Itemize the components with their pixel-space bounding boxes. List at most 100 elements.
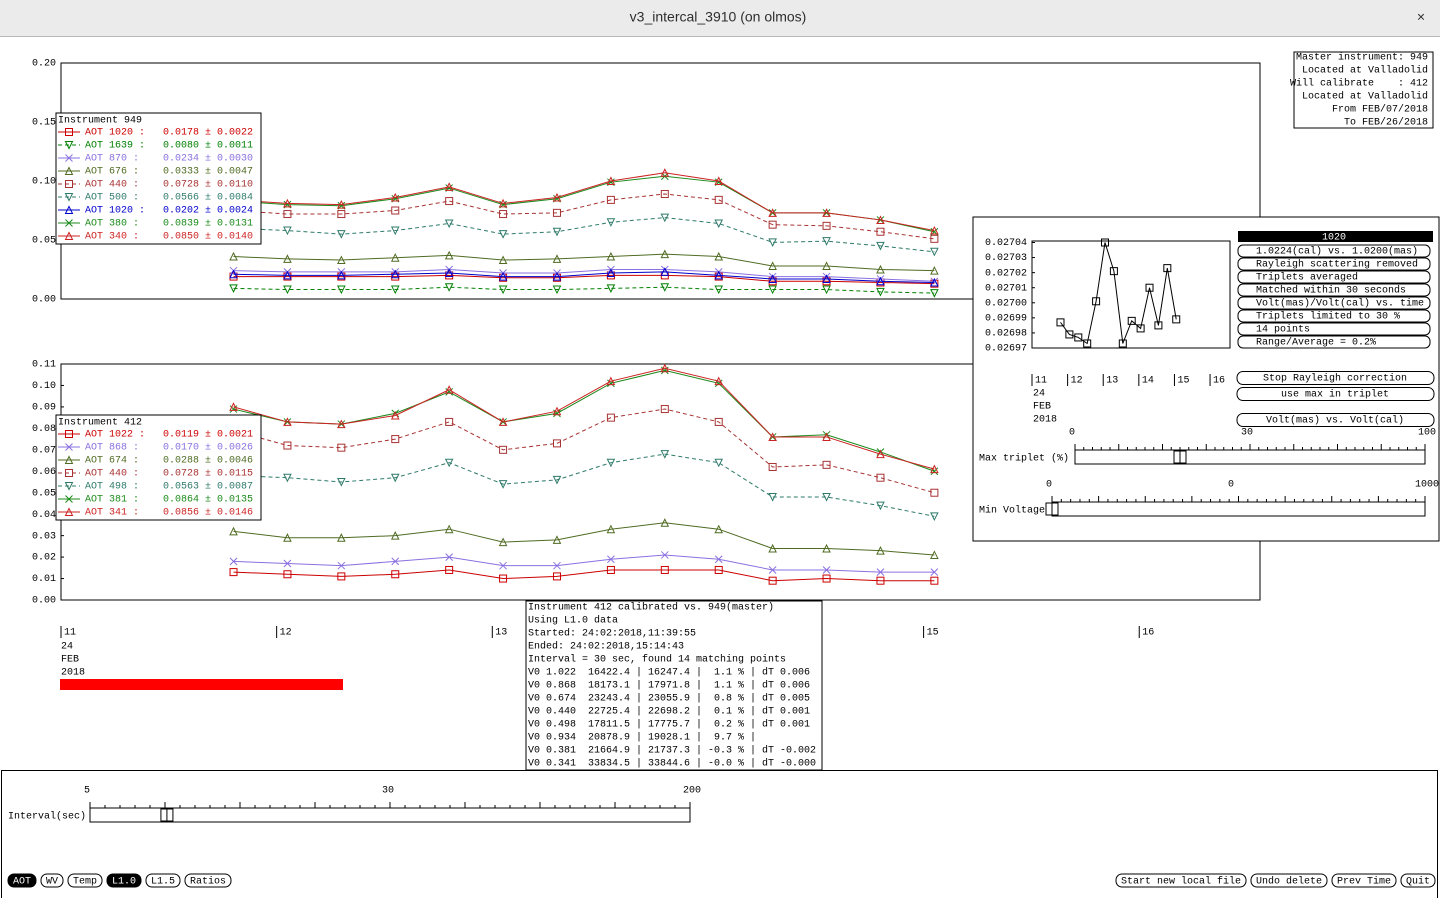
legend-stat: 0.0850 ± 0.0140 — [163, 232, 253, 243]
toolbar-button-label[interactable]: Quit — [1406, 876, 1430, 888]
series-line — [233, 367, 935, 470]
legend-stat: 0.0728 ± 0.0115 — [163, 469, 253, 480]
series-line — [233, 271, 935, 283]
option-label[interactable]: Triplets averaged — [1256, 272, 1358, 284]
master-line: Located at Valladolid — [1302, 65, 1428, 77]
data-point — [552, 192, 562, 202]
slider-track[interactable] — [89, 807, 691, 823]
slider-min: 0 — [1046, 480, 1052, 491]
toolbar-button[interactable] — [67, 873, 103, 888]
data-point — [1056, 318, 1065, 327]
slider-track[interactable] — [1051, 501, 1426, 517]
toolbar-button[interactable] — [1400, 873, 1436, 888]
toolbar-button[interactable] — [145, 873, 181, 888]
data-point — [229, 272, 238, 281]
option-label[interactable]: 14 points — [1256, 324, 1310, 336]
toolbar-button[interactable] — [1331, 873, 1397, 888]
option-checkbox[interactable] — [1237, 322, 1431, 336]
data-point — [1065, 330, 1074, 339]
toolbar-button-label[interactable]: Start new local file — [1121, 876, 1241, 888]
legend-swatch — [65, 154, 73, 162]
data-point — [337, 572, 346, 581]
toolbar-button[interactable] — [7, 873, 37, 888]
data-point — [930, 277, 939, 287]
data-point — [444, 219, 454, 229]
data-point — [930, 576, 939, 585]
toolbar-button-label[interactable]: AOT — [13, 877, 31, 888]
option-checkbox[interactable] — [1237, 270, 1431, 284]
toolbar-button[interactable] — [40, 873, 64, 888]
data-point — [714, 417, 723, 426]
data-point — [498, 255, 508, 265]
option-label[interactable]: Triplets limited to 30 % — [1256, 311, 1400, 323]
data-point — [930, 568, 939, 576]
panel-button-label[interactable]: Stop Rayleigh correction — [1263, 373, 1407, 385]
master-line: Located at Valladolid — [1302, 91, 1428, 103]
series-line — [233, 172, 935, 232]
data-point — [1074, 333, 1083, 342]
legend-box — [55, 414, 262, 521]
option-label[interactable]: Rayleigh scattering removed — [1256, 259, 1418, 271]
legend-stat: 0.0202 ± 0.0024 — [163, 206, 253, 217]
option-checkbox[interactable] — [1237, 335, 1431, 349]
data-point — [337, 478, 346, 487]
info-line: V0 0.934 20878.9 | 19028.1 | 9.7 % | — [528, 732, 756, 744]
option-checkbox[interactable] — [1237, 257, 1431, 271]
info-line: Instrument 412 calibrated vs. 949(master… — [528, 602, 774, 614]
legend-swatch — [64, 507, 74, 516]
data-point — [337, 443, 346, 452]
option-checkbox[interactable] — [1237, 283, 1431, 297]
toolbar-button-label[interactable]: Prev Time — [1337, 876, 1391, 888]
data-point — [390, 410, 400, 420]
toolbar-button-label[interactable]: L1.5 — [151, 877, 175, 888]
data-point — [391, 206, 400, 215]
toolbar-button[interactable] — [184, 873, 232, 888]
data-point — [606, 458, 616, 468]
panel-button-label[interactable]: Volt(mas) vs. Volt(cal) — [1266, 415, 1404, 427]
panel-button[interactable] — [1236, 387, 1435, 401]
option-label[interactable]: Range/Average = 0.2% — [1256, 337, 1376, 349]
data-point — [445, 553, 454, 561]
data-point — [552, 273, 561, 282]
data-point — [660, 363, 670, 373]
option-checkbox[interactable] — [1237, 309, 1431, 323]
slider-value: 30 — [1241, 428, 1253, 439]
data-point — [498, 417, 508, 426]
toolbar-button-label[interactable]: Undo delete — [1256, 876, 1322, 888]
data-point — [768, 462, 777, 471]
legend-label: AOT 340 : — [85, 232, 139, 243]
option-checkbox[interactable] — [1237, 244, 1431, 258]
toolbar-button[interactable] — [106, 873, 142, 888]
y-tick-label: 0.05 — [32, 236, 56, 247]
data-point — [768, 432, 777, 441]
option-checkbox[interactable] — [1237, 296, 1431, 310]
toolbar-button-label[interactable]: Temp — [73, 877, 97, 888]
toolbar-button-label[interactable]: WV — [46, 877, 58, 888]
data-point — [552, 475, 562, 485]
toolbar-button-label[interactable]: Ratios — [190, 876, 226, 888]
slider-track[interactable] — [1074, 449, 1426, 465]
slider-max: 100 — [1418, 428, 1436, 439]
y-tick-label: 0.20 — [32, 59, 56, 70]
data-point — [930, 234, 939, 243]
toolbar-button-label[interactable]: L1.0 — [112, 877, 136, 888]
close-button[interactable]: × — [1417, 9, 1425, 25]
panel-button[interactable] — [1236, 413, 1435, 427]
data-point — [822, 274, 831, 283]
toolbar-button[interactable] — [1250, 873, 1328, 888]
data-point — [498, 230, 508, 239]
data-point — [822, 566, 831, 574]
panel-button-label[interactable]: use max in triplet — [1281, 389, 1389, 401]
panel-button[interactable] — [1236, 371, 1435, 385]
toolbar-button[interactable] — [1115, 873, 1247, 888]
data-point — [498, 198, 508, 208]
x-tick-label: 15 — [927, 628, 939, 639]
option-label[interactable]: Volt(mas)/Volt(cal) vs. time — [1256, 298, 1424, 310]
legend-swatch — [65, 128, 73, 136]
data-point — [768, 220, 777, 229]
data-point — [660, 267, 670, 276]
option-label[interactable]: Matched within 30 seconds — [1256, 285, 1406, 297]
data-point — [660, 213, 670, 223]
option-label[interactable]: 1.0224(cal) vs. 1.0200(mas) — [1256, 246, 1418, 258]
data-point — [930, 550, 939, 559]
